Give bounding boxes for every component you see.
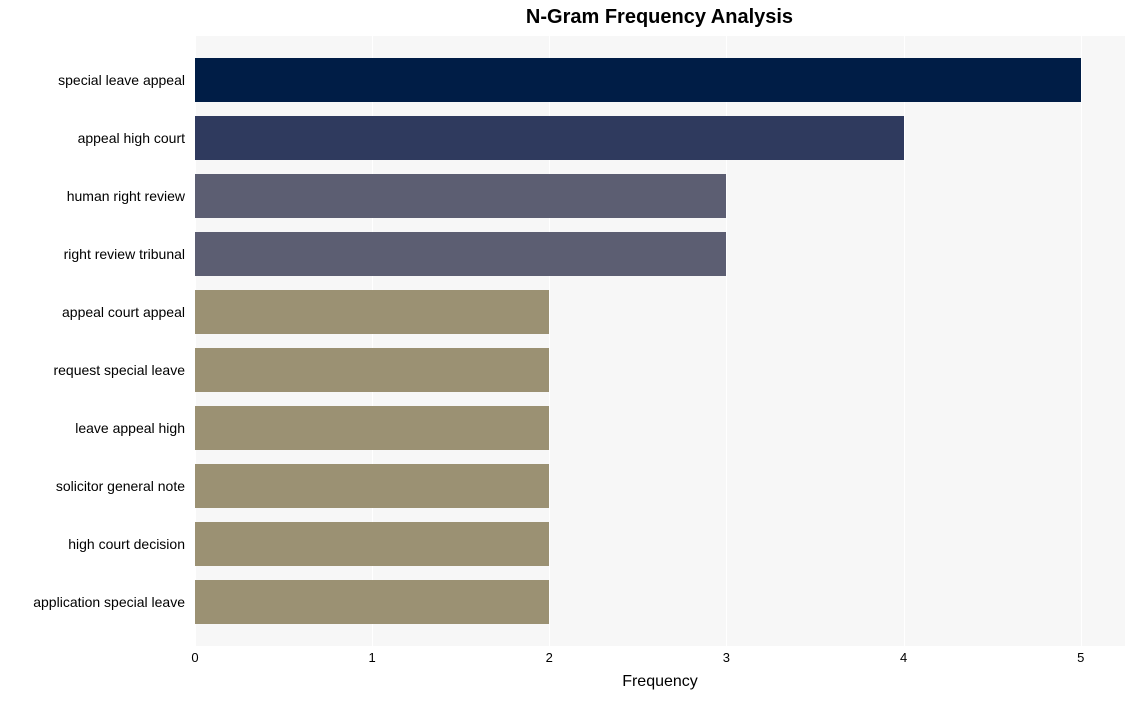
- ngram-frequency-chart: N-Gram Frequency Analysis special leave …: [0, 0, 1134, 701]
- x-tick-label: 4: [900, 650, 907, 665]
- x-tick-label: 3: [723, 650, 730, 665]
- bar: [195, 58, 1081, 102]
- plot-area: [195, 36, 1125, 646]
- gridline: [904, 36, 905, 646]
- y-tick-label: request special leave: [0, 362, 185, 378]
- bar: [195, 522, 549, 566]
- x-tick-label: 5: [1077, 650, 1084, 665]
- chart-title: N-Gram Frequency Analysis: [195, 6, 1124, 29]
- y-tick-label: human right review: [0, 188, 185, 204]
- y-axis-labels: special leave appeal appeal high court hum…: [0, 36, 190, 646]
- y-tick-label: special leave appeal: [0, 72, 185, 88]
- y-tick-label: appeal court appeal: [0, 304, 185, 320]
- gridline: [1081, 36, 1082, 646]
- x-tick-label: 2: [546, 650, 553, 665]
- bar: [195, 174, 726, 218]
- y-tick-label: leave appeal high: [0, 420, 185, 436]
- x-axis-ticks: 012345: [195, 650, 1125, 670]
- y-tick-label: high court decision: [0, 536, 185, 552]
- y-tick-label: solicitor general note: [0, 478, 185, 494]
- y-tick-label: right review tribunal: [0, 246, 185, 262]
- y-tick-label: application special leave: [0, 594, 185, 610]
- bar: [195, 580, 549, 624]
- x-tick-label: 0: [191, 650, 198, 665]
- bar: [195, 464, 549, 508]
- bar: [195, 116, 904, 160]
- bar: [195, 406, 549, 450]
- x-axis-label: Frequency: [195, 673, 1125, 691]
- x-tick-label: 1: [369, 650, 376, 665]
- bar: [195, 232, 726, 276]
- bar: [195, 348, 549, 392]
- bar: [195, 290, 549, 334]
- y-tick-label: appeal high court: [0, 130, 185, 146]
